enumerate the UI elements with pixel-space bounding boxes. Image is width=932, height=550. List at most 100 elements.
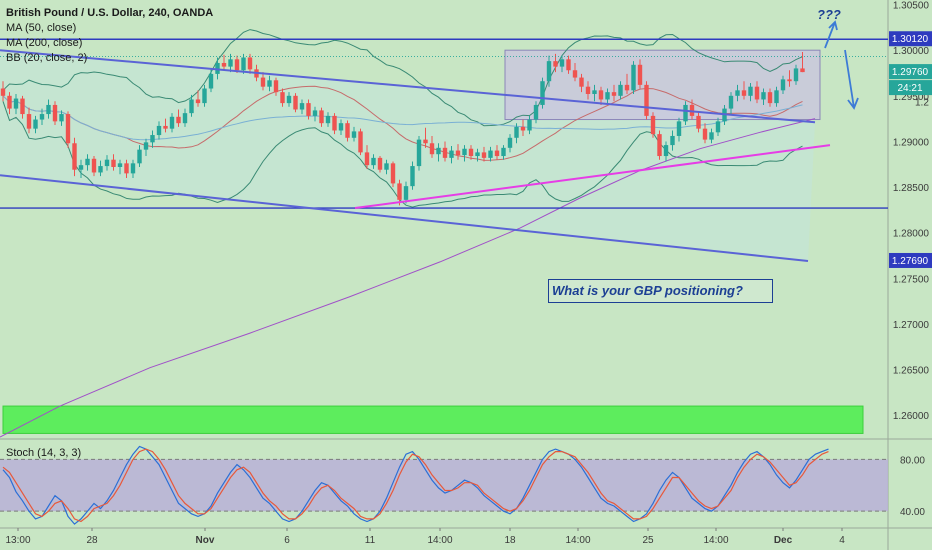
candle-body — [514, 126, 519, 138]
candle-body — [676, 121, 682, 136]
candle-body — [247, 57, 253, 70]
candle-body — [182, 113, 188, 124]
candle-body — [481, 152, 487, 158]
candle-body — [442, 147, 448, 158]
candle-body — [494, 150, 500, 157]
candle-body — [728, 95, 734, 109]
candle-body — [306, 103, 311, 116]
candle-body — [65, 114, 71, 144]
candle-body — [319, 110, 324, 124]
question-annotation[interactable]: ??? — [817, 7, 841, 22]
candle-body — [85, 158, 90, 166]
candle-body — [410, 166, 415, 187]
candle-body — [787, 79, 792, 82]
price-tick-label: 1.28500 — [893, 183, 930, 194]
price-label-badge[interactable] — [889, 31, 932, 47]
candle-body — [20, 98, 25, 115]
candle-body — [592, 90, 597, 94]
positioning-question-annotation[interactable]: What is your GBP positioning? — [548, 279, 773, 303]
candle-body — [273, 80, 279, 93]
candle-body — [124, 163, 129, 174]
price-tick-label: 1.27500 — [893, 274, 930, 285]
candle-body — [449, 150, 454, 158]
price-label-text: 1.29760 — [892, 67, 929, 78]
price-tick-label: 1.28000 — [893, 229, 930, 240]
ma50-line — [2, 95, 803, 141]
price-tick-label: 1.26000 — [893, 411, 930, 422]
down-arrow-drawing[interactable] — [844, 49, 859, 110]
candle-body — [104, 159, 110, 167]
candle-body — [156, 125, 162, 136]
candle-body — [325, 115, 331, 124]
stoch-tick-label: 80.00 — [900, 455, 925, 466]
candle-body — [98, 166, 103, 173]
candle-body — [462, 148, 467, 156]
candle-body — [111, 159, 116, 167]
stoch-indicator-label[interactable]: Stoch (14, 3, 3) — [6, 447, 82, 459]
support-trend-line[interactable] — [354, 144, 831, 210]
candle-body — [793, 68, 799, 82]
channel-lower-line[interactable] — [0, 174, 809, 262]
candle-body — [553, 61, 558, 67]
candle-body — [130, 163, 136, 174]
price-tick-label: 1.26500 — [893, 366, 930, 377]
indicator-bb-label[interactable]: BB (20, close, 2) — [6, 52, 88, 64]
candle-body — [202, 88, 207, 104]
candle-body — [436, 147, 441, 155]
price-label-badge[interactable] — [889, 252, 932, 268]
candle-body — [403, 186, 409, 200]
candle-body — [52, 104, 58, 122]
countdown-label: 24:21 — [897, 83, 922, 94]
candle-body — [234, 59, 240, 71]
candle-body — [377, 157, 383, 170]
price-label-badge[interactable] — [889, 64, 932, 80]
candle-body — [267, 80, 272, 87]
price-tick-label: 1.29500 — [893, 92, 930, 103]
candle-body — [221, 62, 227, 67]
candle-body — [345, 123, 350, 138]
indicator-ma200-label[interactable]: MA (200, close) — [6, 37, 83, 49]
candle-body — [631, 64, 636, 91]
candle-body — [423, 139, 428, 144]
candle-body — [293, 95, 298, 110]
time-tick-label: 4 — [839, 535, 845, 546]
candle-body — [761, 92, 766, 100]
candle-body — [650, 115, 656, 135]
chart-legend: British Pound / U.S. Dollar, 240, OANDA … — [6, 6, 213, 66]
candle-body — [397, 183, 402, 200]
candle-body — [475, 152, 480, 157]
candle-body — [228, 59, 233, 67]
time-tick-label: 6 — [284, 535, 290, 546]
candle-body — [670, 135, 675, 146]
candle-body — [715, 121, 721, 133]
candle-body — [351, 131, 357, 138]
candle-body — [559, 59, 565, 67]
candle-body — [0, 88, 6, 96]
candle-body — [566, 59, 571, 71]
candle-body — [696, 115, 701, 129]
symbol-title[interactable]: British Pound / U.S. Dollar, 240, OANDA — [6, 7, 214, 19]
partial-price-label: 1.2 — [915, 97, 929, 108]
candle-body — [13, 98, 19, 109]
ma200-line — [0, 118, 816, 438]
candle-body — [143, 142, 149, 150]
channel-upper-line[interactable] — [0, 49, 816, 124]
candle-body — [618, 84, 623, 96]
price-label-badge[interactable] — [889, 80, 932, 96]
indicator-ma50-label[interactable]: MA (50, close) — [6, 22, 77, 34]
candle-body — [189, 99, 194, 114]
candle-body — [637, 64, 643, 85]
time-tick-label: 28 — [86, 535, 98, 546]
up-arrow-drawing[interactable] — [824, 20, 838, 49]
candle-body — [39, 114, 45, 120]
time-tick-label: 18 — [504, 535, 516, 546]
candle-body — [657, 134, 662, 157]
candle-body — [390, 163, 396, 184]
candle-body — [488, 150, 493, 158]
candle-body — [312, 110, 318, 116]
candle-body — [748, 86, 753, 96]
demand-zone-rectangle[interactable] — [2, 405, 864, 434]
candle-body — [208, 73, 214, 89]
